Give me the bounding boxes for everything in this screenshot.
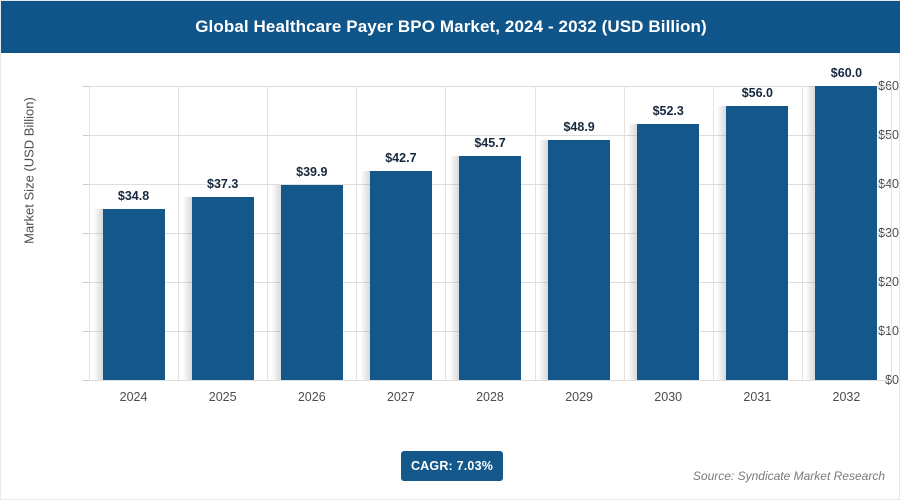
category-separator [89, 86, 90, 380]
x-axis-tick-label: 2024 [119, 390, 148, 404]
bar-column[interactable]: $39.9 [271, 86, 343, 380]
source-note: Source: Syndicate Market Research [692, 469, 885, 483]
bar-shadow [360, 170, 372, 380]
category-separator [535, 86, 536, 380]
cagr-badge: CAGR: 7.03% [401, 451, 503, 481]
bar-column[interactable]: $60.0 [806, 66, 878, 380]
bar[interactable] [369, 170, 432, 380]
bar-shadow [806, 86, 818, 380]
y-axis-tick-mark [83, 380, 89, 381]
y-axis-tick-mark [83, 135, 89, 136]
plot-area: $34.8 $37.3 $39.9 $42.7 $45.7 $48.9 $52.3 $56.0… [89, 66, 892, 381]
x-axis-tick-label: 2028 [476, 390, 504, 404]
bar-shadow [271, 184, 283, 380]
bar-value-label: $42.7 [385, 150, 417, 165]
bar-shadow [717, 105, 729, 380]
category-separator [356, 86, 357, 380]
bar[interactable] [815, 86, 878, 380]
bar-column[interactable]: $34.8 [93, 86, 165, 380]
y-axis-title: Market Size (USD Billion) [21, 97, 37, 244]
x-axis-tick-label: 2026 [297, 390, 326, 404]
page-title: Global Healthcare Payer BPO Market, 2024… [195, 17, 707, 36]
x-axis-tick-label: 2025 [208, 390, 237, 404]
bar-shadow [182, 197, 194, 380]
y-axis-tick-mark [83, 184, 89, 185]
category-separator [891, 86, 892, 380]
y-axis-tick-mark [83, 331, 89, 332]
x-axis-tick-label: 2027 [386, 390, 415, 404]
bar-column[interactable]: $56.0 [717, 85, 789, 380]
bar-shadow [93, 209, 105, 380]
category-separator [713, 86, 714, 380]
bar-value-label: $60.0 [830, 66, 863, 80]
bar-shadow [539, 140, 551, 380]
gridline [89, 380, 891, 381]
bar-value-label: $37.3 [207, 177, 239, 192]
y-axis-tick-mark [83, 282, 89, 283]
bar-value-label: $56.0 [741, 85, 773, 100]
bar-column[interactable]: $52.3 [628, 86, 700, 380]
category-separator [802, 86, 803, 380]
bar-value-label: $34.8 [117, 189, 150, 204]
x-axis-tick-label: 2032 [832, 390, 861, 404]
bar[interactable] [637, 123, 700, 380]
y-axis-tick-mark [83, 86, 89, 87]
bar-value-label: $52.3 [652, 103, 684, 118]
bar[interactable] [102, 209, 165, 380]
bar[interactable] [459, 156, 521, 380]
title-band [1, 1, 900, 53]
bar-column[interactable]: $42.7 [360, 86, 432, 380]
bar-value-label: $48.9 [563, 120, 595, 135]
y-axis-tick-mark [83, 233, 89, 234]
gridline [89, 86, 891, 87]
x-axis-tick-label: 2030 [654, 390, 683, 404]
bar[interactable] [191, 197, 254, 380]
bar-shadow [450, 156, 461, 380]
bar[interactable] [726, 105, 789, 380]
x-axis-tick-label: 2029 [565, 390, 593, 404]
gridline [89, 135, 891, 136]
bar-column[interactable]: $37.3 [182, 86, 254, 380]
bar-column[interactable]: $45.7 [450, 86, 521, 380]
bar-shadow [628, 123, 640, 380]
bar-column[interactable]: $48.9 [539, 86, 611, 380]
y-axis-tick-label: $0 [885, 373, 899, 387]
x-axis-tick-label: 2031 [743, 390, 772, 404]
bar[interactable] [548, 140, 611, 380]
category-separator [178, 86, 179, 380]
category-separator [267, 86, 268, 380]
category-separator [624, 86, 625, 380]
bar-value-label: $45.7 [474, 136, 506, 151]
bar-value-label: $39.9 [296, 164, 328, 179]
category-separator [445, 86, 446, 380]
bar[interactable] [280, 184, 343, 380]
